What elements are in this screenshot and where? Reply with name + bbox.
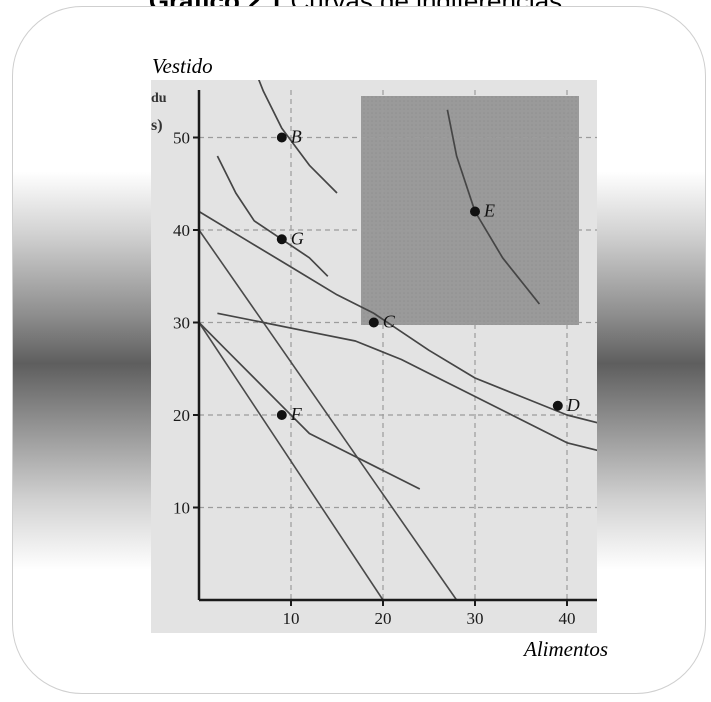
x-tick-label: 10 <box>283 609 300 628</box>
point-d-label: D <box>566 395 580 415</box>
shaded-region-texture <box>361 96 579 325</box>
point-f-label: F <box>290 404 303 424</box>
point-d-marker <box>552 400 563 411</box>
point-f-marker <box>276 410 287 420</box>
chart-photo: du s) 10 20 30 40 50 10 20 30 40 B G E C D F <box>151 44 605 633</box>
y-axis-title: Vestido <box>152 54 213 78</box>
point-g-label: G <box>291 228 304 248</box>
budget-lines-layer <box>198 229 458 601</box>
point-g-marker <box>276 234 287 245</box>
grid-layer <box>199 90 597 600</box>
indifference-curve <box>217 312 605 453</box>
y-tick-label: 40 <box>173 221 190 240</box>
x-tick-label: 40 <box>559 609 576 628</box>
indifference-curve <box>198 321 421 490</box>
points-layer: B G E C D F <box>276 127 580 424</box>
point-c-marker <box>368 317 379 328</box>
indifference-curve <box>216 155 329 277</box>
x-axis-title: Alimentos <box>524 637 608 661</box>
y-tick-label: 50 <box>173 129 190 148</box>
point-b-marker <box>276 132 287 143</box>
y-axis-fragment-top: du <box>151 91 167 106</box>
y-axis-fragment-bottom: s) <box>151 117 163 134</box>
budget-line <box>198 229 458 601</box>
indifference-chart: du s) 10 20 30 40 50 10 20 30 40 B G E C D F <box>151 44 605 629</box>
y-tick-label: 30 <box>173 314 190 333</box>
y-tick-label: 10 <box>173 499 190 518</box>
point-c-label: C <box>383 312 396 332</box>
x-tick-label: 20 <box>375 609 392 628</box>
x-tick-label: 30 <box>467 609 484 628</box>
point-e-label: E <box>483 201 495 221</box>
indifference-curve <box>198 210 605 426</box>
ticks-layer: 10 20 30 40 50 10 20 30 40 <box>173 129 576 629</box>
budget-line <box>198 322 384 601</box>
y-tick-label: 20 <box>173 406 190 425</box>
point-b-label: B <box>291 127 302 147</box>
point-e-marker <box>470 206 480 217</box>
